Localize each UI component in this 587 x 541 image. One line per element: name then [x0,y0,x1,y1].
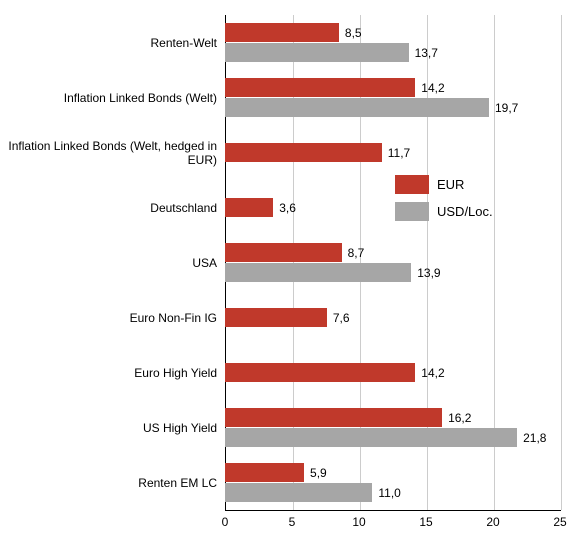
x-tick-label: 25 [553,515,566,529]
bar-eur [225,308,327,327]
category-label: Renten EM LC [138,476,217,490]
category-label: Inflation Linked Bonds (Welt, hedged in … [7,139,217,167]
bar-eur [225,408,442,427]
value-label-eur: 3,6 [279,201,296,215]
bar-eur [225,363,415,382]
bar-chart: 0 5 10 15 20 25 8,5 13,7 Renten-Welt 14,2 19,7 Inf… [0,0,587,541]
category-label: USA [192,256,217,270]
category-group: 5,9 11,0 [225,463,587,502]
value-label-eur: 14,2 [421,366,444,380]
category-label: US High Yield [143,421,217,435]
value-label-eur: 16,2 [448,411,471,425]
bar-eur [225,198,273,217]
category-label: Euro Non-Fin IG [130,311,217,325]
value-label-usdloc: 19,7 [495,101,518,115]
category-label: Inflation Linked Bonds (Welt) [64,91,217,105]
category-label: Euro High Yield [134,366,217,380]
legend-item: USD/Loc. [395,202,493,221]
category-group: 8,7 13,9 [225,243,587,282]
category-group: 14,2 [225,363,587,382]
category-group: 8,5 13,7 [225,23,587,62]
x-tick-label: 10 [352,515,365,529]
value-label-usdloc: 13,9 [417,266,440,280]
legend-swatch [395,202,429,221]
legend-label: USD/Loc. [437,204,493,219]
value-label-eur: 8,7 [348,246,365,260]
category-label: Deutschland [150,201,217,215]
bar-usdloc [225,428,517,447]
value-label-eur: 7,6 [333,311,350,325]
x-tick-label: 5 [289,515,296,529]
bar-eur [225,23,339,42]
bar-eur [225,143,382,162]
bar-usdloc [225,483,372,502]
legend-swatch [395,175,429,194]
value-label-usdloc: 13,7 [415,46,438,60]
category-label: Renten-Welt [151,36,217,50]
bar-eur [225,463,304,482]
legend-label: EUR [437,177,464,192]
category-group: 16,2 21,8 [225,408,587,447]
value-label-eur: 8,5 [345,26,362,40]
legend-item: EUR [395,175,464,194]
x-tick-label: 15 [419,515,432,529]
bar-usdloc [225,98,489,117]
category-group: 11,7 [225,143,587,162]
value-label-eur: 14,2 [421,81,444,95]
value-label-usdloc: 11,0 [378,486,400,500]
category-group: 7,6 [225,308,587,327]
value-label-eur: 5,9 [310,466,327,480]
category-group: 14,2 19,7 [225,78,587,117]
bar-usdloc [225,263,411,282]
bar-eur [225,78,415,97]
value-label-usdloc: 21,8 [523,431,546,445]
bar-usdloc [225,43,409,62]
value-label-eur: 11,7 [388,146,410,160]
x-tick-label: 0 [222,515,229,529]
x-tick-label: 20 [486,515,499,529]
bar-eur [225,243,342,262]
